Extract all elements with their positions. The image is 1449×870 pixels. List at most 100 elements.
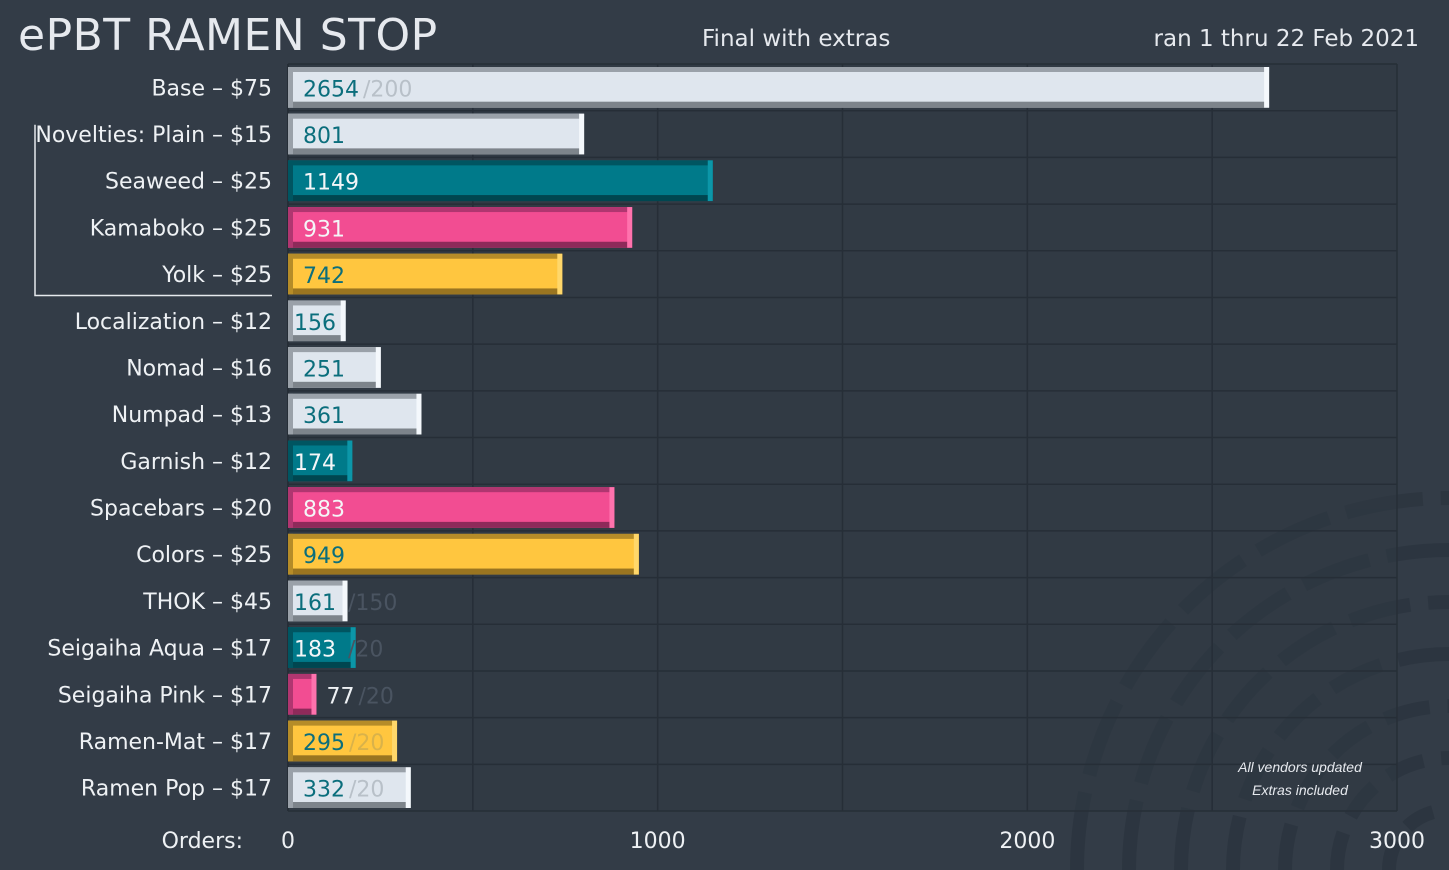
category-label: Ramen Pop – $17 [81,777,272,802]
bar-bevel-top [288,253,563,259]
bar-bevel-bottom [288,148,585,155]
value-label: 156 [294,311,336,336]
bar-bevel-right [375,347,381,388]
value: 742 [303,264,345,289]
bar [288,393,422,435]
value-label: 251 [303,357,345,382]
x-axis-label: Orders: [162,829,243,854]
bar [288,440,353,482]
bar-bevel-bottom [288,521,615,528]
bar-bevel-bottom [288,755,398,762]
value: 332 [303,778,345,803]
bar [288,627,356,668]
bar [288,67,1270,108]
value: 295 [303,731,345,756]
bar-bevel-top [288,113,585,119]
bar-bevel-top [288,627,356,633]
bar-bevel-bottom [288,288,563,295]
bar-bevel-top [288,580,348,586]
value: 156 [294,311,336,336]
bar-bevel-left [288,300,293,342]
category-label: Spacebars – $20 [90,497,272,522]
bar-bevel-bottom [288,381,381,388]
bar-group: Garnish – $12 174 [120,440,353,482]
bar-bevel-bottom [288,428,422,435]
bar-bevel-left [288,253,293,295]
bar-bevel-left [288,673,293,715]
bar-group: Kamaboko – $25 931 [90,207,633,248]
bar-bevel-left [288,347,293,388]
bar-bevel-top [288,207,633,213]
bar-bevel-top [288,440,353,446]
value-label: 949 [303,544,345,569]
bar [288,580,348,622]
bar-bevel-left [288,627,293,668]
value: 161 [294,591,336,616]
category-label: Yolk – $25 [161,263,272,288]
bar-bevel-bottom [288,568,639,575]
value: 1149 [303,171,359,196]
bar-bevel-right [342,580,348,622]
bar-bevel-right [557,253,563,295]
value: 883 [303,498,345,523]
note-vendors: All vendors updated [1238,759,1362,775]
bar-bevel-right [392,720,398,762]
minimum-label: /150 [348,591,397,616]
value-label: 77/20 [326,684,393,709]
value: 801 [303,124,345,149]
bar [288,113,585,155]
value: 251 [303,357,345,382]
value: 931 [303,217,345,242]
value: 2654 [303,77,359,102]
minimum-label: /20 [348,638,383,663]
category-label: Seigaiha Pink – $17 [58,683,272,708]
value-label: 361 [303,404,345,429]
bar-bevel-right [416,393,422,435]
x-tick-label: 0 [281,829,295,854]
bar-bevel-top [288,720,398,726]
bar-group: Base – $75 2654/200 [151,67,1270,108]
minimum-label: /20 [358,684,393,709]
bar-bevel-left [288,440,293,482]
category-label: Seigaiha Aqua – $17 [47,637,272,662]
bar-bevel-left [288,580,293,622]
value: 361 [303,404,345,429]
bar-bevel-right [627,207,633,248]
value: 174 [294,451,336,476]
category-label: Garnish – $12 [120,450,272,475]
bar-group: Novelties: Plain – $15 801 [35,113,585,155]
bar-group: Numpad – $13 361 [112,393,422,435]
value-label: 183/20 [294,638,383,663]
value-label: 801 [303,124,345,149]
bar [288,207,633,248]
page-title: ePBT RAMEN STOP [18,10,438,61]
bar-bevel-left [288,487,293,528]
bar-bevel-top [288,300,346,306]
bar-bevel-left [288,207,293,248]
bar-bevel-right [347,440,353,482]
value: 77 [326,684,354,709]
bar-group: Seigaiha Pink – $17 77/20 [58,673,394,715]
bar-bevel-top [288,393,422,399]
category-label: THOK – $45 [142,590,272,615]
bar-bevel-right [311,673,317,715]
bar-bevel-left [288,720,293,762]
bar-bevel-top [288,767,411,773]
chart-subtitle: Final with extras [702,26,891,52]
bar-bevel-top [288,487,615,493]
bar-bevel-right [707,160,713,202]
value-label: 174 [294,451,336,476]
bar-bevel-right [633,533,639,575]
bar [288,720,398,762]
value-label: 295/20 [303,731,384,756]
bar-bevel-left [288,533,293,575]
bar [288,160,713,202]
value: 949 [303,544,345,569]
value-label: 883 [303,498,345,523]
bar-bevel-bottom [288,661,356,668]
bar-bevel-right [609,487,615,528]
minimum-label: /20 [349,731,384,756]
category-label: Base – $75 [151,76,272,101]
x-tick-label: 1000 [630,829,686,854]
